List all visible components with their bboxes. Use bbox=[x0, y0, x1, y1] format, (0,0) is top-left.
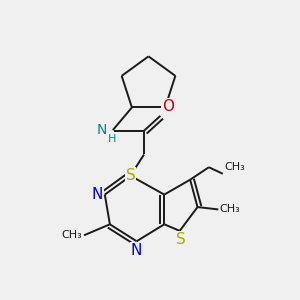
Text: CH₃: CH₃ bbox=[220, 204, 241, 214]
Text: CH₃: CH₃ bbox=[62, 230, 82, 240]
Text: N: N bbox=[131, 243, 142, 258]
Text: S: S bbox=[176, 232, 186, 247]
Text: N: N bbox=[97, 123, 107, 137]
Text: O: O bbox=[162, 99, 174, 114]
Text: CH₃: CH₃ bbox=[224, 162, 245, 172]
Text: H: H bbox=[108, 134, 117, 144]
Text: S: S bbox=[126, 168, 136, 183]
Text: N: N bbox=[92, 187, 103, 202]
